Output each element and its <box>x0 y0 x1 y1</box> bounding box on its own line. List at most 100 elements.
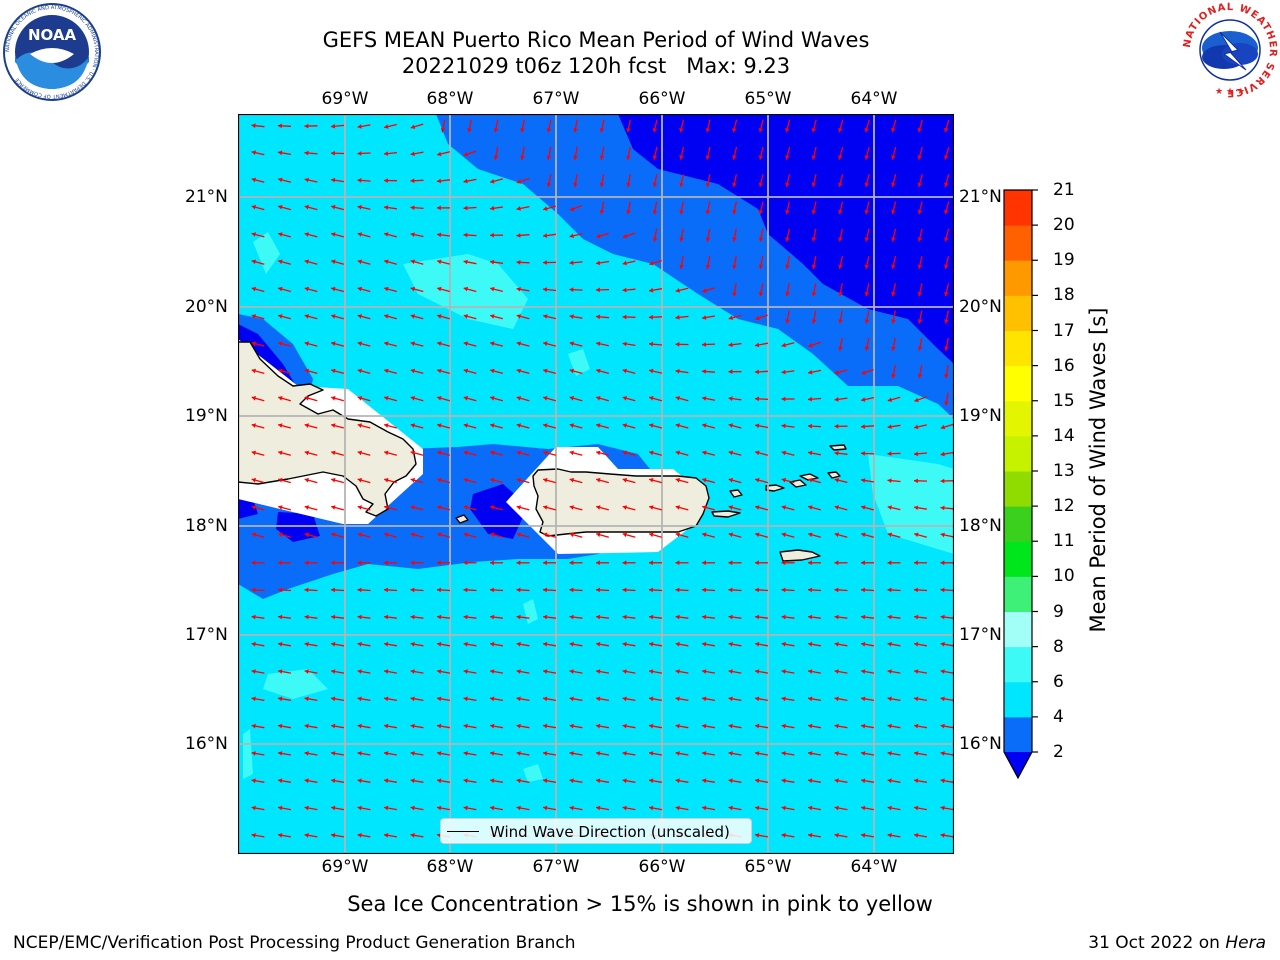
wind-wave-arrowhead <box>891 264 896 269</box>
wind-wave-arrowhead <box>251 123 256 129</box>
wind-wave-arrowhead <box>384 151 389 156</box>
colorbar-band <box>1004 471 1032 507</box>
wind-wave-arrowhead <box>569 368 574 374</box>
wind-wave-arrowhead <box>887 505 892 510</box>
wind-wave-arrowhead <box>861 833 866 838</box>
wind-wave-arrowhead <box>304 368 309 374</box>
wind-wave-arrowhead <box>728 641 733 647</box>
wind-wave-arrowhead <box>410 696 415 702</box>
wind-wave-arrowhead <box>887 696 892 702</box>
wind-wave-arrowhead <box>811 210 817 215</box>
wind-wave-arrowhead <box>834 614 839 620</box>
colorbar-tick-label: 2 <box>1053 742 1064 762</box>
wind-wave-arrowhead <box>410 778 415 784</box>
wind-wave-arrowhead <box>917 127 922 133</box>
wind-wave-arrowhead <box>331 505 336 510</box>
wind-wave-arrowhead <box>331 696 336 702</box>
wind-wave-arrowhead <box>251 641 256 647</box>
wind-wave-arrowhead <box>679 210 684 215</box>
wind-wave-arrowhead <box>626 128 631 133</box>
wind-wave-arrowhead <box>834 805 839 811</box>
lat-label-left: 16°N <box>185 734 228 754</box>
wind-wave-arrowhead <box>463 805 468 811</box>
wind-wave-arrowhead <box>838 155 843 160</box>
wind-wave-arrowhead <box>675 423 680 428</box>
wind-wave-arrowhead <box>463 669 468 674</box>
wind-wave-arrowhead <box>543 260 547 265</box>
wind-wave-arrowhead <box>622 423 627 428</box>
wind-wave-arrowhead <box>331 123 336 129</box>
wind-wave-arrowhead <box>808 423 812 429</box>
wind-wave-arrowhead <box>490 532 495 538</box>
lat-label-left: 19°N <box>185 406 228 426</box>
wind-wave-arrowhead <box>384 178 388 183</box>
wind-wave-arrowhead <box>331 587 335 593</box>
wind-wave-arrowhead <box>679 237 684 242</box>
wind-wave-arrowhead <box>543 450 548 456</box>
wind-wave-arrowhead <box>516 778 521 784</box>
wind-wave-arrowhead <box>887 778 892 784</box>
wind-wave-arrowhead <box>728 315 733 320</box>
wind-wave-arrowhead <box>516 206 521 211</box>
wind-wave-arrowhead <box>384 232 389 237</box>
wind-wave-arrowhead <box>384 723 389 729</box>
wind-wave-arrowhead <box>490 286 495 292</box>
wind-wave-arrowhead <box>278 587 282 593</box>
wind-wave-arrowhead <box>357 450 362 456</box>
colorbar-tick-label: 6 <box>1053 671 1064 692</box>
land-virgin-gorda <box>827 471 841 479</box>
wind-wave-arrowhead <box>463 286 468 292</box>
wind-wave-arrowhead <box>440 128 446 133</box>
wind-wave-arrowhead <box>278 123 282 129</box>
wind-wave-arrowhead <box>622 477 627 483</box>
wind-wave-arrowhead <box>732 210 737 215</box>
wind-wave-arrowhead <box>463 696 468 702</box>
wind-wave-arrowhead <box>649 751 654 756</box>
wind-wave-arrowhead <box>622 505 627 510</box>
colorbar-band <box>1004 435 1032 472</box>
wind-wave-arrowhead <box>357 560 362 566</box>
wind-wave-arrowhead <box>728 560 733 566</box>
wind-wave-arrowhead <box>838 209 843 215</box>
wind-wave-arrowhead <box>410 751 415 756</box>
wind-wave-arrowhead <box>755 423 760 429</box>
wind-wave-arrowhead <box>622 751 627 756</box>
wind-wave-arrowhead <box>384 259 389 265</box>
wind-wave-arrowhead <box>675 805 680 811</box>
wind-wave-arrowhead <box>781 369 786 375</box>
wind-wave-arrowhead <box>490 232 494 238</box>
land-st-john <box>789 479 807 488</box>
wind-wave-arrowhead <box>410 368 415 374</box>
wind-wave-arrowhead <box>755 450 760 456</box>
wind-wave-arrowhead <box>463 259 468 265</box>
wind-wave-arrowhead <box>543 396 548 401</box>
wind-wave-arrowhead <box>490 505 495 510</box>
wind-wave-arrowhead <box>516 614 521 620</box>
wind-wave-arrowhead <box>808 587 812 593</box>
wind-wave-arrowhead <box>861 451 865 456</box>
wind-wave-arrowhead <box>437 286 442 292</box>
wind-wave-arrowhead <box>808 805 813 811</box>
wind-wave-arrowhead <box>410 641 415 647</box>
wind-wave-arrowhead <box>543 287 548 292</box>
wind-wave-arrowhead <box>781 778 786 784</box>
wind-wave-arrowhead <box>781 833 786 838</box>
wind-wave-arrowhead <box>887 532 892 538</box>
wind-wave-arrowhead <box>384 477 389 483</box>
wind-wave-arrowhead <box>463 723 468 729</box>
wind-wave-arrowhead <box>622 614 627 620</box>
wind-wave-arrowhead <box>914 669 919 674</box>
wind-wave-arrowhead <box>384 532 389 538</box>
wind-wave-arrowhead <box>755 833 760 838</box>
wind-wave-arrowhead <box>331 560 335 566</box>
wind-wave-arrowhead <box>410 396 415 401</box>
wind-wave-arrowhead <box>781 450 786 456</box>
wind-wave-arrowhead <box>410 669 415 674</box>
lon-label-bottom: 69°W <box>321 857 369 877</box>
wind-wave-arrowhead <box>728 614 733 620</box>
land-st-thomas <box>765 484 785 492</box>
wind-wave-arrowhead <box>887 669 892 674</box>
wind-wave-arrowhead <box>384 751 389 756</box>
wind-wave-arrowhead <box>304 232 309 237</box>
wind-wave-arrowhead <box>887 478 892 483</box>
